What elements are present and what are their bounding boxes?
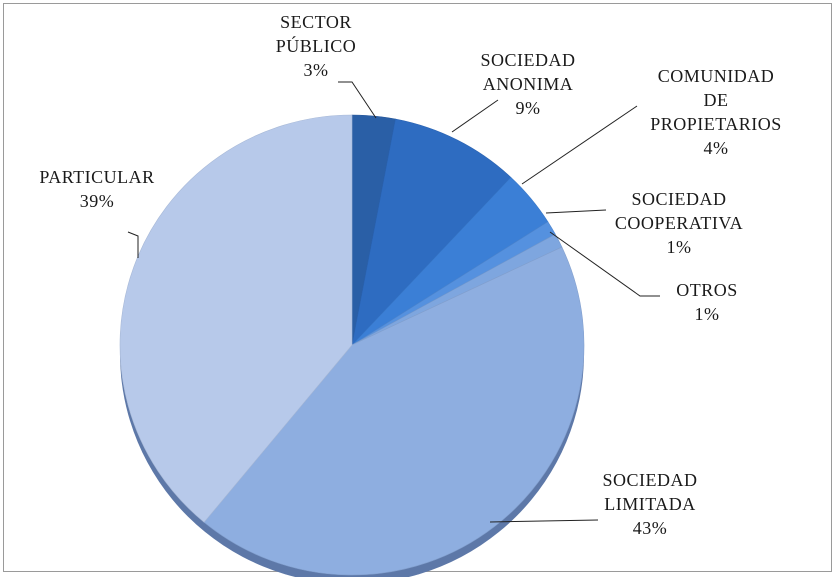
slice-label-line: PARTICULAR	[39, 167, 154, 187]
slice-label-sector-publico: SECTOR PÚBLICO 3%	[276, 12, 357, 80]
leader-line-comunidad-de-propietarios	[521, 105, 638, 185]
slice-value-sociedad-anonima: 9%	[516, 98, 541, 118]
leader-line-sociedad-cooperativa	[545, 209, 607, 214]
pie-slice-particular	[119, 114, 353, 523]
slice-label-line: PROPIETARIOS	[650, 114, 782, 134]
slice-label-line: SOCIEDAD	[480, 50, 575, 70]
slice-label-line: COMUNIDAD	[658, 66, 775, 86]
slice-value-comunidad-de-propietarios: 4%	[704, 138, 729, 158]
pie-slice-sociedad-anonima	[351, 118, 512, 346]
slice-label-otros: OTROS 1%	[676, 280, 738, 324]
leader-line-sector-publico	[338, 81, 377, 119]
leader-line-sociedad-anonima	[451, 99, 499, 133]
slice-label-sociedad-anonima: SOCIEDAD ANONIMA 9%	[480, 50, 575, 118]
leader-line-particular	[127, 231, 139, 258]
leader-line-sociedad-limitada	[489, 519, 599, 523]
slice-label-line: COOPERATIVA	[615, 213, 743, 233]
pie-slice-sociedad-limitada	[203, 246, 585, 576]
slice-label-line: PÚBLICO	[276, 35, 357, 56]
slice-label-line: SOCIEDAD	[631, 189, 726, 209]
slice-label-line: OTROS	[676, 280, 738, 300]
slice-value-otros: 1%	[695, 304, 720, 324]
slice-label-comunidad-de-propietarios: COMUNIDAD DE PROPIETARIOS 4%	[650, 66, 782, 158]
pie-slices	[119, 114, 585, 576]
slice-label-line: SOCIEDAD	[602, 470, 697, 490]
slice-value-sociedad-limitada: 43%	[633, 518, 668, 538]
slice-label-line: LIMITADA	[604, 494, 696, 514]
slice-label-line: SECTOR	[280, 12, 352, 32]
slice-label-sociedad-limitada: SOCIEDAD LIMITADA 43%	[602, 470, 697, 538]
leader-line-otros	[549, 231, 660, 297]
slice-value-particular: 39%	[80, 191, 115, 211]
slice-label-particular: PARTICULAR 39%	[39, 167, 154, 211]
slice-label-line: DE	[704, 90, 729, 110]
slice-labels: SECTOR PÚBLICO 3% SOCIEDAD ANONIMA 9% COMUNIDA…	[39, 12, 781, 538]
leader-lines	[127, 81, 660, 523]
slice-value-sociedad-cooperativa: 1%	[667, 237, 692, 257]
slice-label-line: ANONIMA	[483, 74, 574, 94]
slice-value-sector-publico: 3%	[304, 60, 329, 80]
slice-label-sociedad-cooperativa: SOCIEDAD COOPERATIVA 1%	[615, 189, 743, 257]
